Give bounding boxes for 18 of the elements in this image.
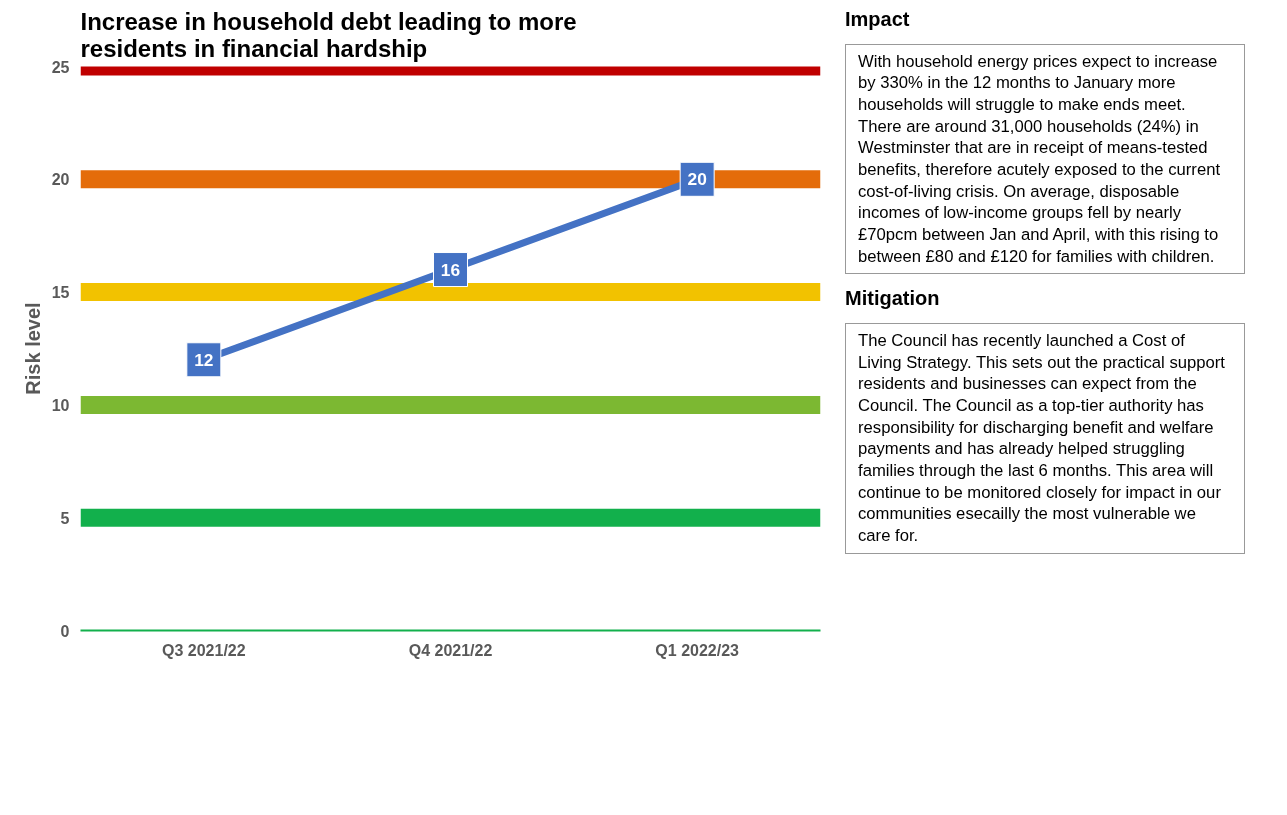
text: Mitigation bbox=[845, 286, 940, 312]
text: With household energy prices expect to increase by 330% in the 12 months to January more households will struggle to make ends meet. There are around 31,000 households (24%) in Westminster that are in receipt of means-tested benefits, therefore acutely exposed to the current cost-of-living crisis. On average, disposable incomes of low-income groups fell by nearly £70pcm between Jan and April, with this rising to between £80 and £120 for families with children. bbox=[858, 51, 1221, 266]
data-label: 16 bbox=[440, 259, 461, 280]
x-tick-label: Q4 2021/22 bbox=[408, 641, 493, 659]
x-tick-label: Q3 2021/22 bbox=[162, 641, 246, 659]
y-tick-label: 5 bbox=[60, 509, 70, 527]
data-label: 20 bbox=[687, 169, 707, 190]
y-tick-label: 20 bbox=[51, 171, 70, 189]
text: The Council has recently launched a Cost of Living Strategy. This sets out the practical support residents and businesses can expect from the Council. The Council as a top-tier authority has responsibility for discharging benefit and welfare payments and has already helped struggling families through the last 6 months. This area will continue to be monitored closely for impact in our communities esecailly the most vulnerable we care for. bbox=[858, 330, 1225, 545]
y-tick-label: 25 bbox=[51, 58, 70, 76]
text: Impact bbox=[845, 7, 910, 32]
y-tick-label: 0 bbox=[60, 622, 70, 640]
x-tick-label: Q1 2022/23 bbox=[655, 641, 740, 659]
data-label: 12 bbox=[194, 349, 214, 370]
chart-title: Increase in household debt leading to more residents in financial hardship bbox=[80, 7, 577, 62]
y-axis-title: Risk level bbox=[21, 302, 44, 395]
y-tick-label: 10 bbox=[51, 396, 70, 414]
y-tick-label: 15 bbox=[51, 284, 70, 302]
